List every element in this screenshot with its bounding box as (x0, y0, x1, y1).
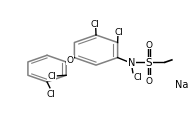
Text: S: S (146, 58, 152, 68)
Text: Na: Na (175, 80, 188, 89)
Text: N: N (128, 58, 135, 68)
Text: Cl: Cl (47, 72, 56, 81)
Text: Cl: Cl (114, 28, 123, 37)
Text: O: O (145, 76, 152, 85)
Text: Cl: Cl (46, 89, 55, 98)
Text: O: O (67, 56, 74, 65)
Text: Cl: Cl (134, 72, 143, 81)
Text: O: O (145, 40, 152, 49)
Text: Cl: Cl (91, 20, 99, 29)
